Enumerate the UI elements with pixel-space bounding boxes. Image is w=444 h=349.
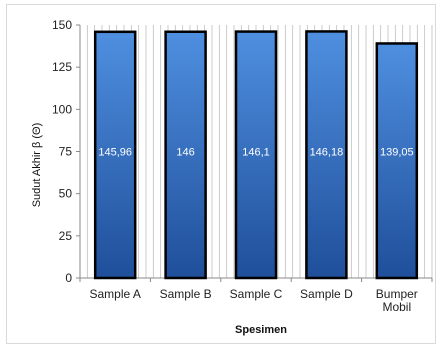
y-tick-label: 100	[52, 102, 72, 116]
x-tick-label: Sample B	[160, 287, 212, 301]
chart-frame	[6, 4, 436, 344]
x-axis-title: Spesimen	[235, 324, 287, 336]
labels: 145,96 Sample A 146 Sample B 146,1 Sample C 14…	[90, 147, 418, 315]
x-tick-label: Sample D	[300, 287, 353, 301]
bar-5	[375, 42, 419, 280]
data-label: 146,18	[310, 147, 344, 159]
y-axis-title: Sudut Akhir β (Θ)	[31, 123, 43, 208]
x-tick-label: Sample C	[230, 287, 283, 301]
bar-3	[234, 30, 278, 280]
y-tick-label: 50	[59, 187, 73, 201]
data-label: 146	[176, 147, 194, 159]
y-tick-label: 150	[52, 18, 72, 32]
y-tick-label: 0	[65, 271, 72, 285]
bar-4	[305, 30, 348, 280]
bar-1	[93, 30, 137, 280]
bar-2	[164, 30, 207, 280]
y-tick-label: 25	[59, 229, 73, 243]
y-tick-label: 75	[59, 145, 73, 159]
data-label: 139,05	[380, 147, 414, 159]
data-label: 146,1	[242, 147, 270, 159]
bars	[93, 30, 419, 280]
x-tick-label: Bumper Mobil	[376, 287, 418, 314]
axes: 0 25 50 75 100 125 150	[52, 18, 433, 285]
data-label: 145,96	[98, 147, 132, 159]
y-tick-label: 125	[52, 60, 72, 74]
x-tick-label: Sample A	[90, 287, 141, 301]
